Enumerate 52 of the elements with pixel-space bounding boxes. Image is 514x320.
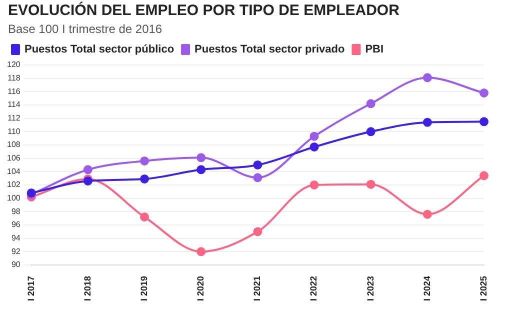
- point: [253, 173, 262, 182]
- y-tick-label: 116: [8, 86, 21, 96]
- y-tick-label: 92: [11, 246, 21, 256]
- point: [366, 99, 376, 108]
- y-tick-label: 114: [8, 100, 21, 110]
- x-tick-label: I 2025: [478, 276, 488, 302]
- y-tick-label: 108: [6, 140, 21, 150]
- y-tick-label: 120: [6, 60, 21, 70]
- y-tick-label: 110: [8, 126, 21, 136]
- point: [310, 142, 319, 152]
- point: [480, 88, 488, 98]
- y-tick-label: 90: [11, 260, 21, 270]
- y-tick-label: 98: [11, 206, 21, 216]
- point: [422, 73, 432, 82]
- point: [366, 127, 376, 136]
- x-tick-label: I 2020: [196, 276, 206, 302]
- y-tick-label: 106: [6, 154, 21, 163]
- point: [480, 117, 488, 126]
- x-tick-label: I 2024: [422, 276, 432, 302]
- point: [140, 212, 150, 222]
- x-tick-label: I 2017: [26, 276, 36, 302]
- x-tick-label: I 2023: [365, 276, 376, 302]
- point: [140, 174, 150, 184]
- point: [83, 165, 92, 174]
- x-tick-label: I 2018: [82, 276, 92, 302]
- point: [422, 118, 432, 127]
- point: [196, 247, 206, 256]
- point: [253, 160, 262, 170]
- chart-title: EVOLUCIÓN DEL EMPLEO POR TIPO DE EMPLEADOR: [8, 2, 400, 19]
- x-tick-label: I 2022: [308, 276, 319, 302]
- point: [480, 171, 488, 180]
- legend-label: PBI: [365, 44, 384, 56]
- y-tick-label: 100: [6, 194, 21, 203]
- y-tick-label: 118: [8, 74, 21, 83]
- x-tick-label: I 2019: [138, 276, 149, 302]
- point: [366, 180, 376, 189]
- x-tick-label: I 2021: [252, 276, 262, 302]
- point: [196, 153, 206, 162]
- point: [310, 132, 319, 141]
- legend-label: Puestos Total sector público: [24, 44, 174, 56]
- y-tick-label: 96: [11, 220, 21, 230]
- y-tick-label: 94: [11, 234, 21, 243]
- y-tick-label: 112: [8, 114, 21, 123]
- point: [422, 210, 432, 219]
- chart-subtitle: Base 100 I trimestre de 2016: [8, 22, 164, 36]
- point: [196, 165, 206, 174]
- y-tick-label: 102: [6, 180, 21, 190]
- point: [140, 156, 150, 166]
- point: [310, 180, 319, 190]
- point: [253, 227, 262, 236]
- legend-label: Puestos Total sector privado: [194, 44, 345, 56]
- y-tick-label: 104: [6, 166, 21, 176]
